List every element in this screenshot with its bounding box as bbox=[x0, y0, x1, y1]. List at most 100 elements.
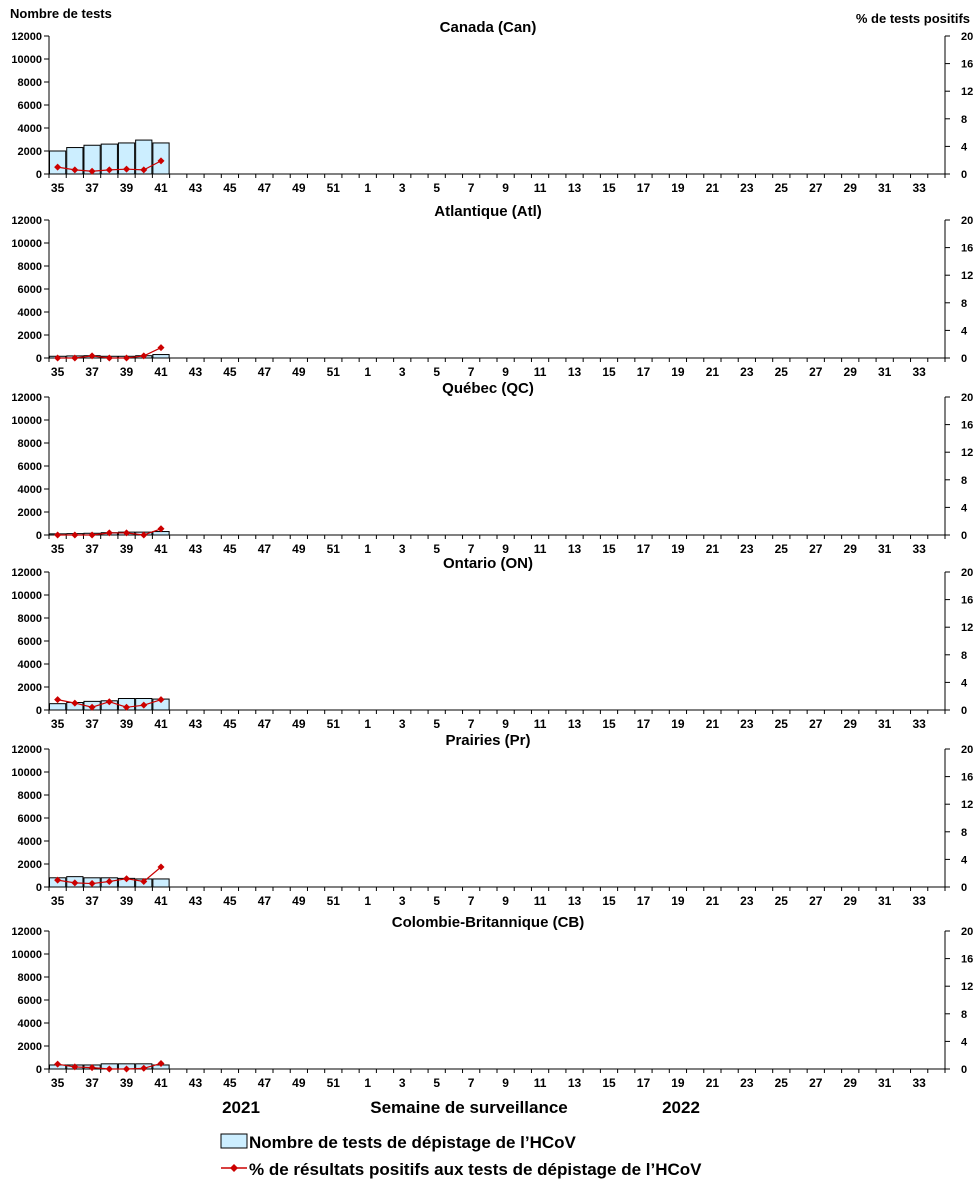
right-tick-label: 4 bbox=[961, 1036, 968, 1048]
panel-title: Québec (QC) bbox=[442, 380, 534, 397]
left-tick-label: 10000 bbox=[11, 767, 42, 779]
x-tick-label: 19 bbox=[671, 542, 685, 556]
x-tick-label: 29 bbox=[844, 1076, 858, 1090]
x-tick-label: 49 bbox=[292, 365, 306, 379]
x-tick-label: 27 bbox=[809, 542, 823, 556]
x-tick-label: 23 bbox=[740, 717, 754, 731]
right-tick-label: 12 bbox=[961, 447, 973, 459]
pct-point bbox=[140, 352, 148, 360]
x-tick-label: 25 bbox=[775, 365, 789, 379]
pct-point bbox=[71, 354, 79, 362]
x-tick-label: 11 bbox=[534, 542, 547, 556]
right-tick-label: 0 bbox=[961, 169, 967, 181]
x-tick-label: 35 bbox=[51, 894, 65, 908]
x-tick-label: 23 bbox=[740, 1076, 754, 1090]
legend-line-label: % de résultats positifs aux tests de dép… bbox=[249, 1160, 702, 1179]
x-tick-label: 3 bbox=[399, 181, 406, 195]
x-tick-label: 5 bbox=[433, 181, 440, 195]
x-tick-label: 17 bbox=[637, 717, 651, 731]
x-tick-label: 51 bbox=[327, 181, 341, 195]
pct-point bbox=[105, 529, 113, 537]
x-tick-label: 47 bbox=[258, 181, 272, 195]
x-tick-label: 21 bbox=[706, 894, 720, 908]
x-tick-label: 1 bbox=[364, 1076, 371, 1090]
pct-point bbox=[71, 166, 79, 174]
x-tick-label: 43 bbox=[189, 894, 203, 908]
pct-point bbox=[123, 1065, 131, 1073]
x-tick-label: 19 bbox=[671, 717, 685, 731]
left-tick-label: 10000 bbox=[11, 238, 42, 250]
x-tick-label: 51 bbox=[327, 717, 341, 731]
pct-point bbox=[140, 166, 148, 174]
x-tick-label: 31 bbox=[878, 365, 892, 379]
x-tick-label: 21 bbox=[706, 717, 720, 731]
legend: Nombre de tests de dépistage de l’HCoV %… bbox=[220, 1133, 702, 1179]
right-tick-label: 16 bbox=[961, 59, 973, 71]
right-tick-label: 4 bbox=[961, 141, 968, 153]
x-tick-label: 1 bbox=[364, 717, 371, 731]
x-tick-label: 7 bbox=[468, 894, 475, 908]
x-tick-label: 51 bbox=[327, 894, 341, 908]
pct-point bbox=[105, 698, 113, 706]
left-tick-label: 10000 bbox=[11, 415, 42, 427]
x-tick-label: 11 bbox=[534, 1076, 547, 1090]
x-tick-label: 23 bbox=[740, 894, 754, 908]
x-tick-label: 47 bbox=[258, 717, 272, 731]
pct-point bbox=[88, 167, 96, 175]
x-tick-label: 15 bbox=[602, 181, 616, 195]
x-tick-label: 15 bbox=[602, 894, 616, 908]
pct-point bbox=[157, 696, 165, 704]
x-tick-label: 3 bbox=[399, 365, 406, 379]
right-tick-label: 20 bbox=[961, 567, 973, 579]
chart-panel: Ontario (ON) 0 2000 4000 6000 8000 10000 12000 0… bbox=[11, 555, 973, 731]
pct-point bbox=[88, 703, 96, 711]
chart-panel: Atlantique (Atl)020004000600080001000012… bbox=[11, 203, 973, 379]
x-tick-label: 25 bbox=[775, 181, 789, 195]
left-tick-label: 6000 bbox=[18, 284, 42, 296]
x-tick-label: 3 bbox=[399, 894, 406, 908]
panel-title: Atlantique (Atl) bbox=[434, 203, 541, 220]
x-tick-label: 43 bbox=[189, 542, 203, 556]
pct-point bbox=[140, 1064, 148, 1072]
x-tick-label: 15 bbox=[602, 1076, 616, 1090]
right-tick-label: 4 bbox=[961, 325, 968, 337]
x-tick-label: 19 bbox=[671, 181, 685, 195]
x-tick-label: 35 bbox=[51, 365, 65, 379]
x-tick-label: 41 bbox=[154, 542, 168, 556]
x-tick-label: 31 bbox=[878, 542, 892, 556]
x-tick-label: 49 bbox=[292, 181, 306, 195]
x-tick-label: 23 bbox=[740, 181, 754, 195]
left-axis-title: Nombre de tests bbox=[10, 6, 112, 21]
year-right-label: 2022 bbox=[662, 1098, 700, 1117]
x-axis-title: Semaine de surveillance bbox=[370, 1098, 568, 1117]
chart-panel: Colombie-Britannique (CB)020004000600080… bbox=[11, 914, 973, 1090]
x-tick-label: 49 bbox=[292, 1076, 306, 1090]
left-tick-label: 4000 bbox=[18, 1018, 42, 1030]
x-tick-label: 39 bbox=[120, 717, 134, 731]
right-tick-label: 0 bbox=[961, 1064, 967, 1076]
x-tick-label: 39 bbox=[120, 365, 134, 379]
x-tick-label: 29 bbox=[844, 894, 858, 908]
pct-point bbox=[71, 531, 79, 539]
pct-point bbox=[157, 525, 165, 533]
x-tick-label: 49 bbox=[292, 894, 306, 908]
x-tick-label: 23 bbox=[740, 365, 754, 379]
x-tick-label: 17 bbox=[637, 542, 651, 556]
left-tick-label: 10000 bbox=[11, 590, 42, 602]
x-tick-label: 41 bbox=[154, 365, 168, 379]
right-tick-label: 16 bbox=[961, 243, 973, 255]
x-tick-label: 9 bbox=[502, 181, 509, 195]
right-tick-label: 16 bbox=[961, 595, 973, 607]
x-tick-label: 3 bbox=[399, 542, 406, 556]
right-tick-label: 20 bbox=[961, 31, 973, 43]
chart-panel: Québec (QC) 0 2000 4000 6000 8000 10000 12000 0 4… bbox=[11, 380, 973, 556]
pct-point bbox=[123, 875, 131, 883]
x-tick-label: 27 bbox=[809, 181, 823, 195]
x-tick-label: 11 bbox=[534, 717, 547, 731]
x-tick-label: 35 bbox=[51, 1076, 65, 1090]
pct-point bbox=[88, 352, 96, 360]
pct-point bbox=[105, 354, 113, 362]
x-tick-label: 27 bbox=[809, 894, 823, 908]
right-tick-label: 4 bbox=[961, 502, 968, 514]
x-tick-label: 39 bbox=[120, 1076, 134, 1090]
